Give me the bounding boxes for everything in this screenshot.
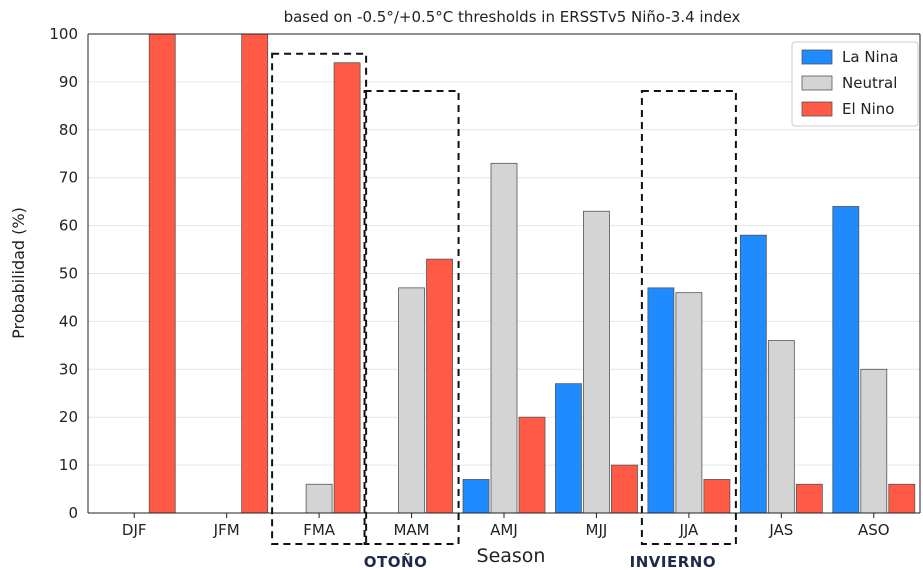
bar-neutral-jja (675, 292, 703, 514)
legend-label-neutral: Neutral (842, 74, 897, 92)
bar-la-nina-jas (739, 234, 767, 514)
highlight-box-jja (640, 90, 737, 545)
axes: 0 10 20 30 40 50 60 70 80 90 100 DJF JFM FMA MAM AMJ MJJ… (49, 25, 921, 539)
bar-neutral-aso (860, 368, 888, 514)
x-tick-label: ASO (858, 521, 890, 539)
x-tick-label: JAS (768, 521, 793, 539)
bar-el-nino-fma (333, 62, 361, 514)
y-axis-label: Probabilidad (%) (9, 207, 28, 339)
legend: La Nina Neutral El Nino (791, 41, 919, 127)
legend-label-la-nina: La Nina (842, 48, 898, 66)
y-tick-label: 10 (59, 456, 78, 474)
bar-el-nino-djf (148, 33, 176, 514)
season-highlights: OTOÑO INVIERNO (271, 52, 737, 570)
x-tick-label: JFM (213, 521, 240, 539)
y-tick-label: 80 (59, 121, 78, 139)
y-tick-label: 30 (59, 360, 78, 378)
bar-el-nino-jas (795, 483, 823, 514)
bars (148, 33, 916, 514)
highlight-box-mam (363, 90, 460, 545)
x-axis-label: Season (477, 545, 546, 567)
highlight-box-fma (271, 52, 368, 546)
chart-title: based on -0.5°/+0.5°C thresholds in ERSS… (284, 8, 741, 26)
y-tick-label: 20 (59, 408, 78, 426)
bar-el-nino-jfm (241, 33, 269, 514)
x-tick-label: MJJ (586, 521, 608, 539)
bar-la-nina-mjj (555, 383, 582, 514)
y-tick-label: 60 (59, 217, 78, 235)
bar-neutral-fma (305, 483, 333, 514)
bar-neutral-jas (767, 340, 795, 514)
x-tick-label: DJF (122, 521, 147, 539)
bar-neutral-amj (490, 162, 518, 514)
y-tick-label: 0 (68, 504, 78, 522)
y-tick-label: 100 (49, 25, 78, 43)
legend-label-el-nino: El Nino (842, 100, 895, 118)
season-label-mam: OTOÑO (364, 552, 428, 570)
bar-neutral-mjj (583, 210, 610, 514)
y-tick-label: 70 (59, 169, 78, 187)
x-tick-label: JJA (678, 521, 699, 539)
bar-la-nina-amj (462, 479, 490, 514)
x-tick-label: MAM (393, 521, 429, 539)
bar-el-nino-mjj (611, 464, 638, 514)
y-tick-label: 50 (59, 265, 78, 283)
season-label-jja: INVIERNO (630, 553, 716, 570)
bar-el-nino-jja (703, 479, 731, 514)
legend-swatch-neutral (801, 75, 833, 91)
bar-la-nina-jja (647, 287, 675, 514)
bar-el-nino-aso (888, 483, 916, 514)
bar-el-nino-mam (426, 258, 453, 514)
legend-swatch-el-nino (801, 101, 833, 117)
bar-la-nina-aso (832, 206, 860, 514)
y-tick-label: 90 (59, 73, 78, 91)
legend-swatch-la-nina (801, 49, 833, 65)
x-tick-label: AMJ (490, 521, 518, 539)
x-tick-label: FMA (303, 521, 336, 539)
y-tick-label: 40 (59, 312, 78, 330)
bar-el-nino-amj (518, 416, 546, 514)
bar-neutral-mam (398, 287, 425, 514)
